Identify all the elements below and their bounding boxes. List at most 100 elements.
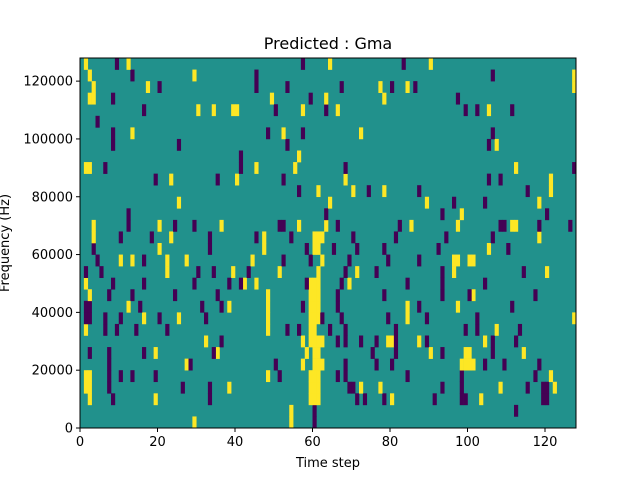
cell-high	[347, 277, 352, 290]
cell-low	[502, 358, 507, 371]
x-tick-label: 60	[304, 435, 321, 450]
cell-low	[211, 347, 216, 359]
cell-high	[312, 243, 317, 255]
cell-high	[312, 277, 317, 290]
cell-low	[297, 185, 302, 198]
cell-high	[219, 219, 224, 232]
cell-low	[83, 266, 89, 278]
cell-low	[351, 231, 356, 244]
cell-high	[266, 300, 271, 313]
cell-low	[254, 81, 259, 93]
cell-low	[440, 381, 445, 394]
cell-low	[173, 219, 178, 232]
cell-low	[440, 277, 445, 290]
cell-high	[87, 162, 92, 174]
x-axis: 0 20 40 60 80 100 120	[76, 428, 557, 450]
cell-high	[83, 381, 89, 394]
cell-high	[312, 393, 317, 406]
cell-low	[486, 138, 492, 151]
cell-high	[87, 69, 92, 82]
cell-low	[514, 335, 519, 348]
cell-low	[498, 219, 503, 232]
cell-low	[463, 393, 468, 406]
cell-high	[312, 289, 317, 302]
cell-low	[192, 219, 197, 232]
cell-low	[545, 381, 550, 394]
y-tick-label: 100000	[23, 132, 73, 147]
cell-low	[204, 312, 209, 325]
cell-low	[103, 162, 108, 174]
cell-high	[572, 69, 577, 82]
cell-low	[126, 208, 131, 221]
cell-low	[207, 393, 213, 406]
cell-high	[316, 393, 321, 406]
cell-low	[165, 323, 170, 336]
cell-low	[107, 347, 112, 359]
cell-low	[196, 266, 201, 278]
cell-high	[417, 335, 422, 348]
cell-high	[297, 150, 302, 163]
cell-low	[568, 219, 573, 232]
cell-high	[130, 254, 135, 267]
cell-low	[173, 289, 178, 302]
cell-low	[111, 138, 116, 151]
cell-high	[289, 416, 294, 429]
cell-low	[95, 254, 100, 267]
cell-high	[359, 381, 364, 394]
cell-low	[440, 208, 445, 221]
cell-high	[300, 358, 306, 371]
cell-low	[541, 393, 546, 406]
cell-high	[390, 393, 395, 406]
cell-low	[335, 335, 340, 348]
cell-low	[130, 370, 135, 383]
cell-low	[300, 300, 306, 313]
y-tick-label: 0	[65, 422, 73, 437]
cell-low	[455, 92, 461, 105]
cell-high	[312, 335, 317, 348]
cell-high	[324, 219, 329, 232]
cell-high	[254, 162, 259, 174]
x-tick-label: 40	[227, 435, 244, 450]
cell-low	[452, 196, 457, 209]
cell-low	[219, 300, 224, 313]
cell-high	[320, 358, 325, 371]
cell-low	[176, 138, 182, 151]
cell-high	[312, 312, 317, 325]
cell-high	[316, 300, 321, 313]
x-tick-label: 0	[76, 435, 84, 450]
cell-low	[254, 231, 259, 244]
cell-high	[83, 323, 89, 336]
cell-low	[475, 312, 480, 325]
cell-high	[262, 243, 267, 255]
cell-high	[455, 219, 461, 232]
cell-high	[335, 104, 340, 117]
cell-low	[107, 370, 112, 383]
y-tick-label: 120000	[23, 75, 73, 90]
cell-low	[436, 243, 441, 255]
cell-high	[308, 300, 313, 313]
cell-high	[521, 347, 526, 359]
cell-low	[324, 208, 329, 221]
cell-high	[227, 381, 232, 394]
cell-low	[386, 254, 391, 267]
cell-low	[142, 104, 147, 117]
cell-high	[316, 381, 321, 394]
cell-high	[514, 219, 519, 232]
cell-high	[312, 300, 317, 313]
cell-low	[393, 323, 399, 336]
cell-low	[467, 289, 472, 302]
y-tick-label: 20000	[32, 364, 73, 379]
cell-high	[130, 127, 135, 140]
cell-low	[459, 393, 464, 406]
cell-low	[525, 381, 530, 394]
cell-low	[118, 370, 123, 383]
cell-low	[343, 370, 348, 383]
cell-high	[87, 289, 92, 302]
cell-low	[510, 300, 515, 313]
cell-low	[413, 81, 418, 93]
cell-low	[424, 312, 430, 325]
cell-low	[502, 219, 507, 232]
cell-low	[440, 347, 445, 359]
cell-low	[238, 162, 244, 174]
cell-low	[304, 243, 309, 255]
